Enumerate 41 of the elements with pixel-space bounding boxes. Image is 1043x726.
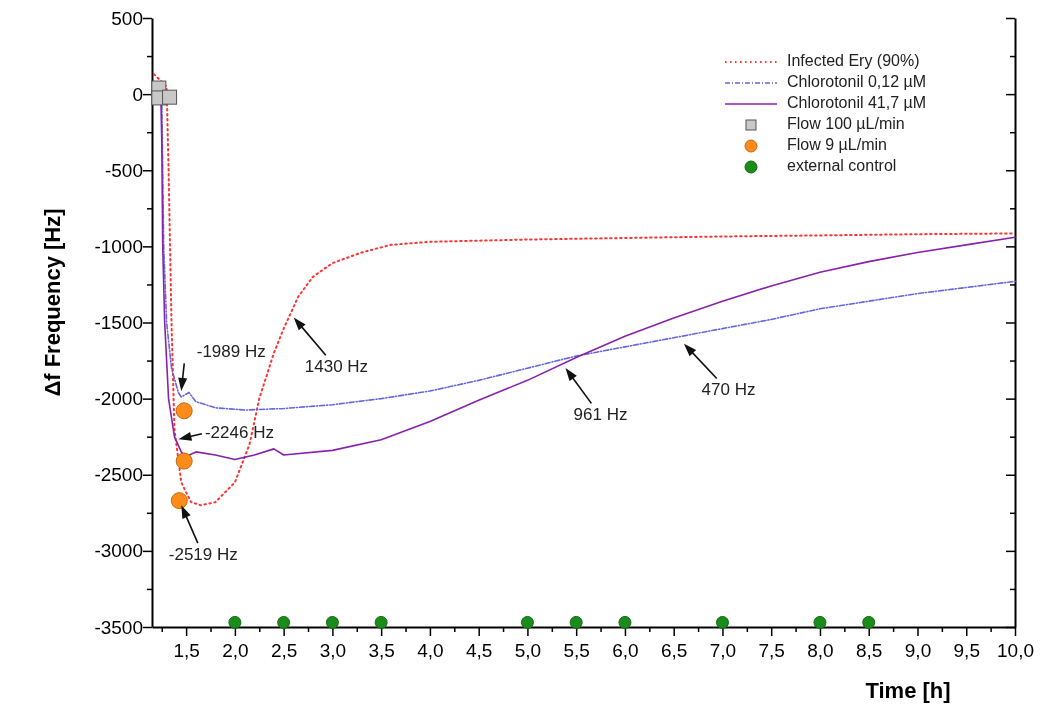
annotation: -2246 Hz (204, 423, 274, 443)
x-tick-label: 6,0 (612, 639, 639, 661)
x-tick-label: 5,5 (563, 639, 590, 661)
x-tick-label: 2,0 (222, 639, 249, 661)
x-tick-label: 9,0 (904, 639, 932, 661)
annotation: -2519 Hz (168, 545, 238, 565)
x-tick-label: 8,0 (807, 639, 834, 661)
x-tick-label: 1,5 (173, 639, 200, 661)
legend-label: Flow 9 µL/min (787, 136, 887, 154)
x-axis-title: Time [h] (865, 678, 951, 703)
legend-label: Chlorotonil 0,12 µM (787, 73, 927, 91)
y-tick-label: -3000 (94, 540, 143, 562)
annotation: 961 Hz (573, 405, 628, 425)
x-tick-label: 5,0 (514, 639, 542, 661)
x-tick-label: 6,5 (660, 639, 688, 661)
y-tick-label: -2000 (94, 388, 143, 410)
y-tick-label: -500 (104, 159, 143, 181)
annotation: 470 Hz (701, 380, 756, 400)
y-tick-label: -3500 (94, 616, 143, 638)
annotation: 1430 Hz (304, 357, 369, 377)
x-tick-label: 4,0 (417, 639, 444, 661)
legend-label: Chlorotonil 41,7 µM (787, 94, 927, 112)
x-tick-label: 4,5 (465, 639, 493, 661)
x-tick-label: 3,5 (368, 639, 395, 661)
y-tick-label: 0 (132, 83, 143, 105)
x-tick-label: 7,5 (758, 639, 785, 661)
y-tick-label: 500 (111, 7, 143, 29)
y-tick-label: -1500 (94, 312, 143, 334)
legend-label: Infected Ery (90%) (787, 52, 920, 70)
x-tick-label: 8,5 (856, 639, 883, 661)
legend-label: Flow 100 µL/min (787, 115, 905, 133)
y-tick-label: -2500 (94, 464, 143, 486)
annotation: -1989 Hz (196, 342, 266, 362)
x-tick-label: 2,5 (270, 639, 298, 661)
x-tick-label: 3,0 (319, 639, 347, 661)
x-tick-label: 7,0 (709, 639, 737, 661)
y-tick-label: -1000 (94, 235, 143, 257)
y-axis-title: Δf Frequency [Hz] (40, 208, 65, 397)
legend-label: external control (787, 157, 897, 175)
x-tick-label: 9,5 (953, 639, 980, 661)
x-tick-label: 10,0 (997, 639, 1034, 661)
